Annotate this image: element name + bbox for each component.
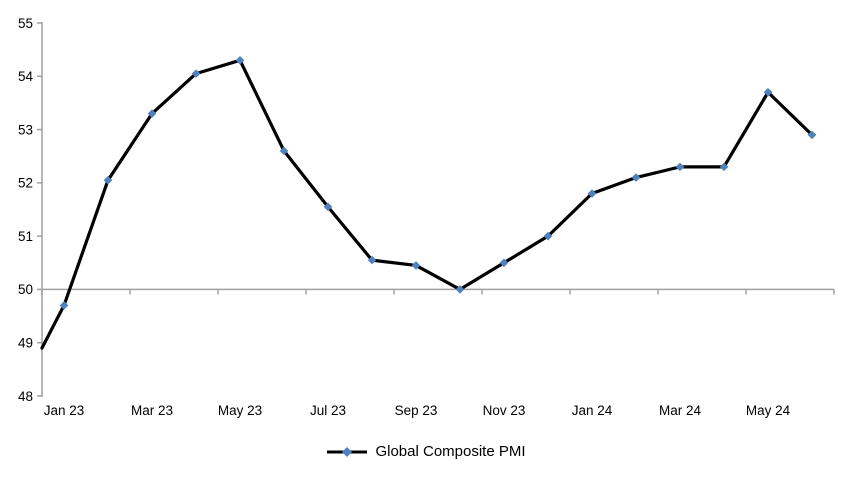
data-point-marker (59, 301, 69, 310)
data-point-marker (719, 162, 729, 172)
y-tick-label: 53 (18, 122, 33, 137)
x-tick-label: Mar 24 (659, 403, 702, 418)
x-tick-label: May 23 (218, 403, 262, 418)
data-point-marker (235, 56, 245, 65)
x-tick-label: Jul 23 (310, 403, 346, 418)
legend: Global Composite PMI (0, 443, 852, 460)
data-point-marker (455, 285, 465, 294)
data-point-marker (631, 173, 641, 182)
data-point-marker (103, 175, 113, 185)
pmi-series-line (40, 58, 814, 350)
x-tick-label: Jan 23 (44, 403, 85, 418)
y-tick-label: 54 (18, 69, 34, 84)
data-point-marker (675, 162, 685, 172)
y-tick-label: 49 (18, 336, 33, 351)
x-axis (41, 288, 835, 295)
y-tick-label: 55 (18, 16, 33, 31)
pmi-series (40, 56, 817, 350)
y-tick-label: 52 (18, 176, 33, 191)
data-point-marker (411, 261, 421, 270)
x-tick-label: Nov 23 (483, 403, 526, 418)
y-axis (37, 22, 43, 397)
x-tick-label: Mar 23 (131, 403, 173, 418)
x-tick-label: Jan 24 (572, 403, 613, 418)
legend-line-diamond-icon (327, 446, 368, 457)
data-point-marker (543, 231, 553, 241)
y-tick-label: 51 (18, 229, 33, 244)
data-point-marker (279, 146, 289, 156)
data-point-marker (323, 202, 333, 212)
data-point-marker (807, 130, 817, 140)
data-point-marker (147, 109, 157, 118)
data-point-marker (763, 87, 773, 97)
legend-label: Global Composite PMI (375, 443, 526, 460)
x-tick-label: Sep 23 (395, 403, 438, 418)
data-point-marker (191, 69, 201, 78)
y-tick-label: 48 (18, 389, 33, 404)
data-point-marker (499, 258, 509, 268)
data-point-marker (587, 189, 597, 198)
x-tick-label: May 24 (746, 403, 791, 418)
data-point-marker (367, 255, 377, 265)
y-tick-label: 50 (18, 282, 33, 297)
